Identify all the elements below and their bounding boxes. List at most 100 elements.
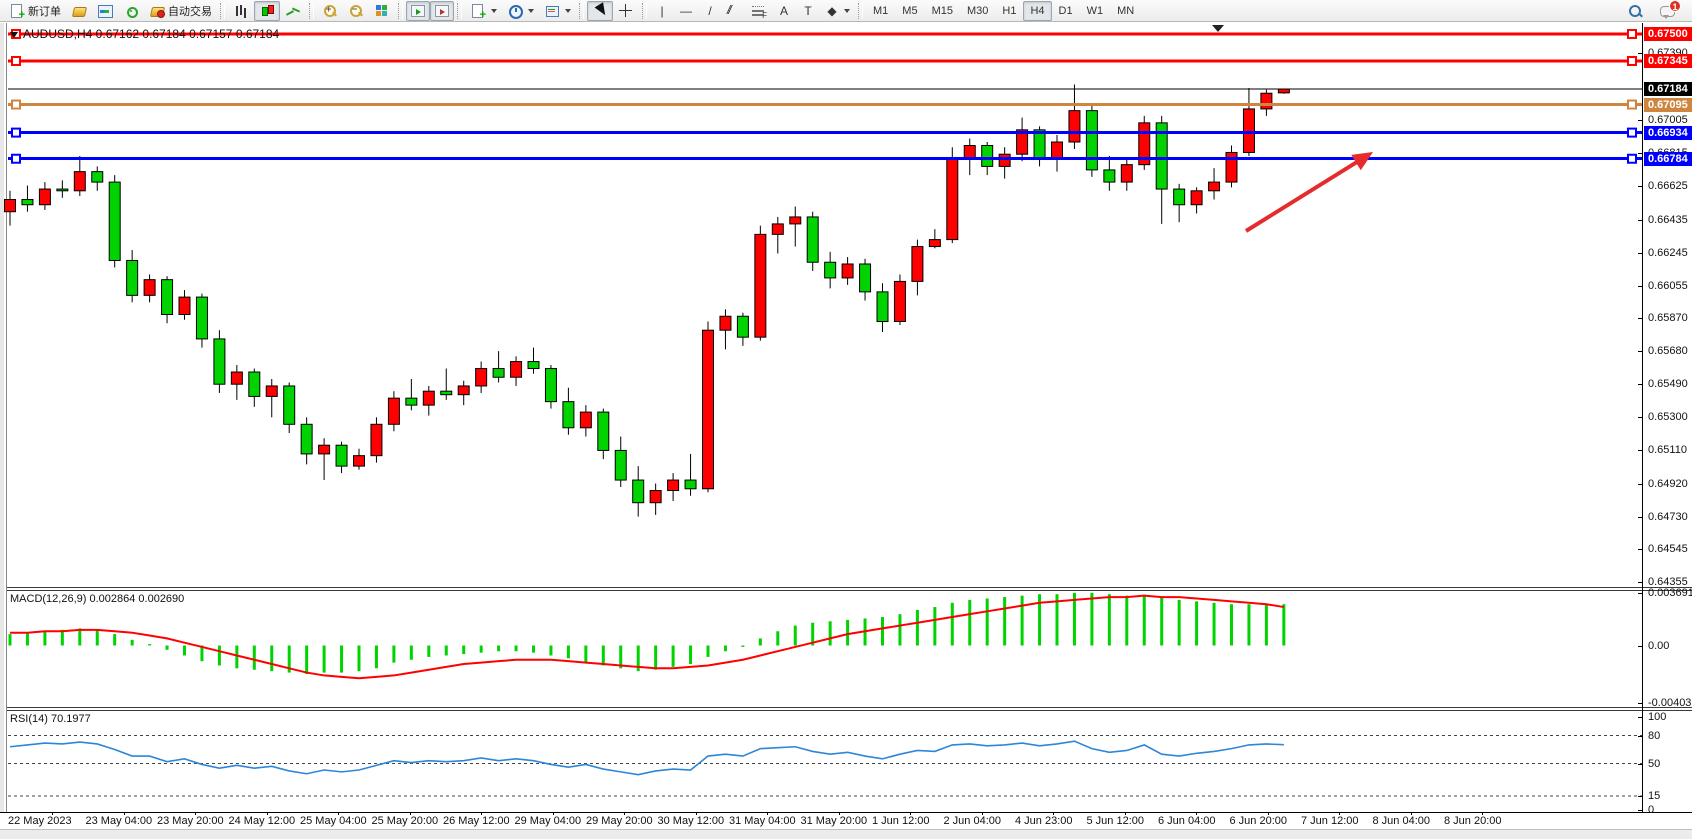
timeframe-button-m15[interactable]: M15 bbox=[931, 4, 953, 17]
candle-body-up[interactable] bbox=[1138, 122, 1151, 166]
candle-body-up[interactable] bbox=[893, 280, 906, 322]
line-handle[interactable] bbox=[1627, 28, 1637, 39]
candle-body-down[interactable] bbox=[1103, 169, 1116, 183]
candle-body-down[interactable] bbox=[195, 296, 208, 340]
candle-body-up[interactable] bbox=[475, 368, 488, 387]
bar-chart-button[interactable] bbox=[228, 1, 254, 21]
crosshair-button[interactable] bbox=[613, 1, 639, 21]
auto-scroll-button[interactable] bbox=[406, 0, 430, 21]
chart-shift-button[interactable] bbox=[430, 0, 454, 21]
horizontal-line-button[interactable]: — bbox=[674, 1, 698, 21]
timeframe-button-m30[interactable]: M30 bbox=[966, 4, 989, 17]
timeframe-button-h4[interactable]: H4 bbox=[1023, 0, 1052, 21]
candle-body-down[interactable] bbox=[824, 261, 837, 279]
candle-body-down[interactable] bbox=[440, 390, 453, 396]
timeframe-button-mn[interactable]: MN bbox=[1117, 4, 1135, 17]
candle-body-down[interactable] bbox=[108, 181, 121, 262]
candle-body-up[interactable] bbox=[771, 223, 784, 235]
candle-body-up[interactable] bbox=[4, 199, 16, 213]
timeframe-button-d1[interactable]: D1 bbox=[1058, 4, 1073, 17]
candle-body-up[interactable] bbox=[510, 361, 523, 378]
label-button[interactable]: T bbox=[796, 1, 820, 21]
line-handle[interactable] bbox=[1627, 127, 1637, 138]
candle-body-up[interactable] bbox=[667, 479, 680, 492]
candle-body-up[interactable] bbox=[318, 444, 331, 455]
channel-button[interactable]: // bbox=[722, 1, 746, 21]
candle-body-down[interactable] bbox=[876, 291, 889, 322]
candle-body-up[interactable] bbox=[649, 490, 662, 504]
candle-body-down[interactable] bbox=[56, 188, 69, 192]
signals-button[interactable] bbox=[118, 1, 144, 21]
candle-body-down[interactable] bbox=[126, 260, 139, 296]
chart-shift-marker-icon[interactable] bbox=[1212, 25, 1224, 32]
candle-body-up[interactable] bbox=[73, 171, 86, 192]
candle-body-up[interactable] bbox=[1242, 108, 1255, 153]
auto-trading-button[interactable]: 自动交易 bbox=[144, 1, 217, 21]
candle-body-up[interactable] bbox=[928, 239, 941, 248]
candle-body-up[interactable] bbox=[1068, 110, 1081, 143]
candle-body-up[interactable] bbox=[1277, 88, 1290, 94]
text-button[interactable]: A bbox=[772, 1, 796, 21]
candle-body-down[interactable] bbox=[614, 449, 627, 481]
candle-body-up[interactable] bbox=[1016, 129, 1029, 155]
candle-body-down[interactable] bbox=[597, 411, 610, 451]
candle-body-down[interactable] bbox=[335, 444, 348, 467]
candle-body-up[interactable] bbox=[789, 216, 802, 225]
candle-body-up[interactable] bbox=[370, 423, 383, 457]
line-handle[interactable] bbox=[11, 99, 21, 110]
pane-splitter-rsi[interactable] bbox=[7, 707, 1692, 711]
candle-body-up[interactable] bbox=[1208, 181, 1221, 192]
time-axis[interactable]: 22 May 2023 23 May 04:00 23 May 20:00 24 Ma… bbox=[0, 812, 1692, 829]
timeframe-button-m5[interactable]: M5 bbox=[902, 4, 918, 17]
candle-body-up[interactable] bbox=[998, 153, 1011, 167]
candle-body-up[interactable] bbox=[579, 411, 592, 429]
candle-body-down[interactable] bbox=[544, 368, 557, 403]
zoom-in-button[interactable]: + bbox=[317, 1, 343, 21]
candle-body-up[interactable] bbox=[38, 188, 51, 206]
candle-body-up[interactable] bbox=[1260, 92, 1273, 110]
candle-body-up[interactable] bbox=[178, 296, 191, 316]
candle-body-down[interactable] bbox=[981, 144, 994, 167]
periods-button[interactable] bbox=[502, 1, 539, 21]
candle-body-up[interactable] bbox=[265, 385, 278, 397]
candlestick-chart-button[interactable] bbox=[254, 0, 280, 21]
candle-body-down[interactable] bbox=[527, 361, 540, 370]
timeframe-button-h1[interactable]: H1 bbox=[1002, 4, 1017, 17]
candle-body-up[interactable] bbox=[353, 455, 365, 467]
alerts-button[interactable] bbox=[66, 1, 92, 21]
search-button[interactable] bbox=[1622, 1, 1648, 21]
line-handle[interactable] bbox=[1627, 55, 1637, 66]
line-handle[interactable] bbox=[11, 55, 21, 66]
candle-body-down[interactable] bbox=[161, 279, 174, 316]
line-handle[interactable] bbox=[11, 127, 21, 138]
candle-body-up[interactable] bbox=[702, 329, 714, 490]
candle-body-down[interactable] bbox=[405, 397, 418, 406]
candle-body-down[interactable] bbox=[562, 401, 575, 429]
timeframe-button-w1[interactable]: W1 bbox=[1086, 4, 1104, 17]
new-order-button[interactable]: 新订单 bbox=[4, 1, 66, 21]
candle-body-up[interactable] bbox=[911, 246, 924, 282]
candle-body-up[interactable] bbox=[422, 390, 435, 406]
trendline-button[interactable]: / bbox=[698, 1, 722, 21]
candle-body-down[interactable] bbox=[736, 315, 749, 338]
line-handle[interactable] bbox=[1627, 153, 1637, 164]
candle-body-up[interactable] bbox=[1190, 190, 1203, 206]
candle-body-down[interactable] bbox=[91, 171, 104, 183]
candle-body-down[interactable] bbox=[806, 216, 819, 263]
fibonacci-button[interactable] bbox=[746, 1, 772, 21]
candle-body-down[interactable] bbox=[684, 479, 697, 490]
candle-body-down[interactable] bbox=[21, 199, 34, 206]
timeframe-button-m1[interactable]: M1 bbox=[873, 4, 889, 17]
indicators-button[interactable] bbox=[465, 1, 502, 21]
candle-body-up[interactable] bbox=[143, 279, 156, 296]
trend-arrow-line[interactable] bbox=[1244, 155, 1366, 233]
candle-body-up[interactable] bbox=[1120, 164, 1133, 183]
candle-body-down[interactable] bbox=[632, 479, 645, 504]
zoom-out-button[interactable]: − bbox=[343, 1, 369, 21]
shapes-button[interactable]: ◆ bbox=[820, 1, 855, 21]
vertical-line-button[interactable]: | bbox=[650, 1, 674, 21]
line-handle[interactable] bbox=[1627, 99, 1637, 110]
candle-body-down[interactable] bbox=[859, 263, 872, 293]
candle-body-down[interactable] bbox=[248, 371, 261, 397]
candle-body-up[interactable] bbox=[946, 158, 959, 241]
